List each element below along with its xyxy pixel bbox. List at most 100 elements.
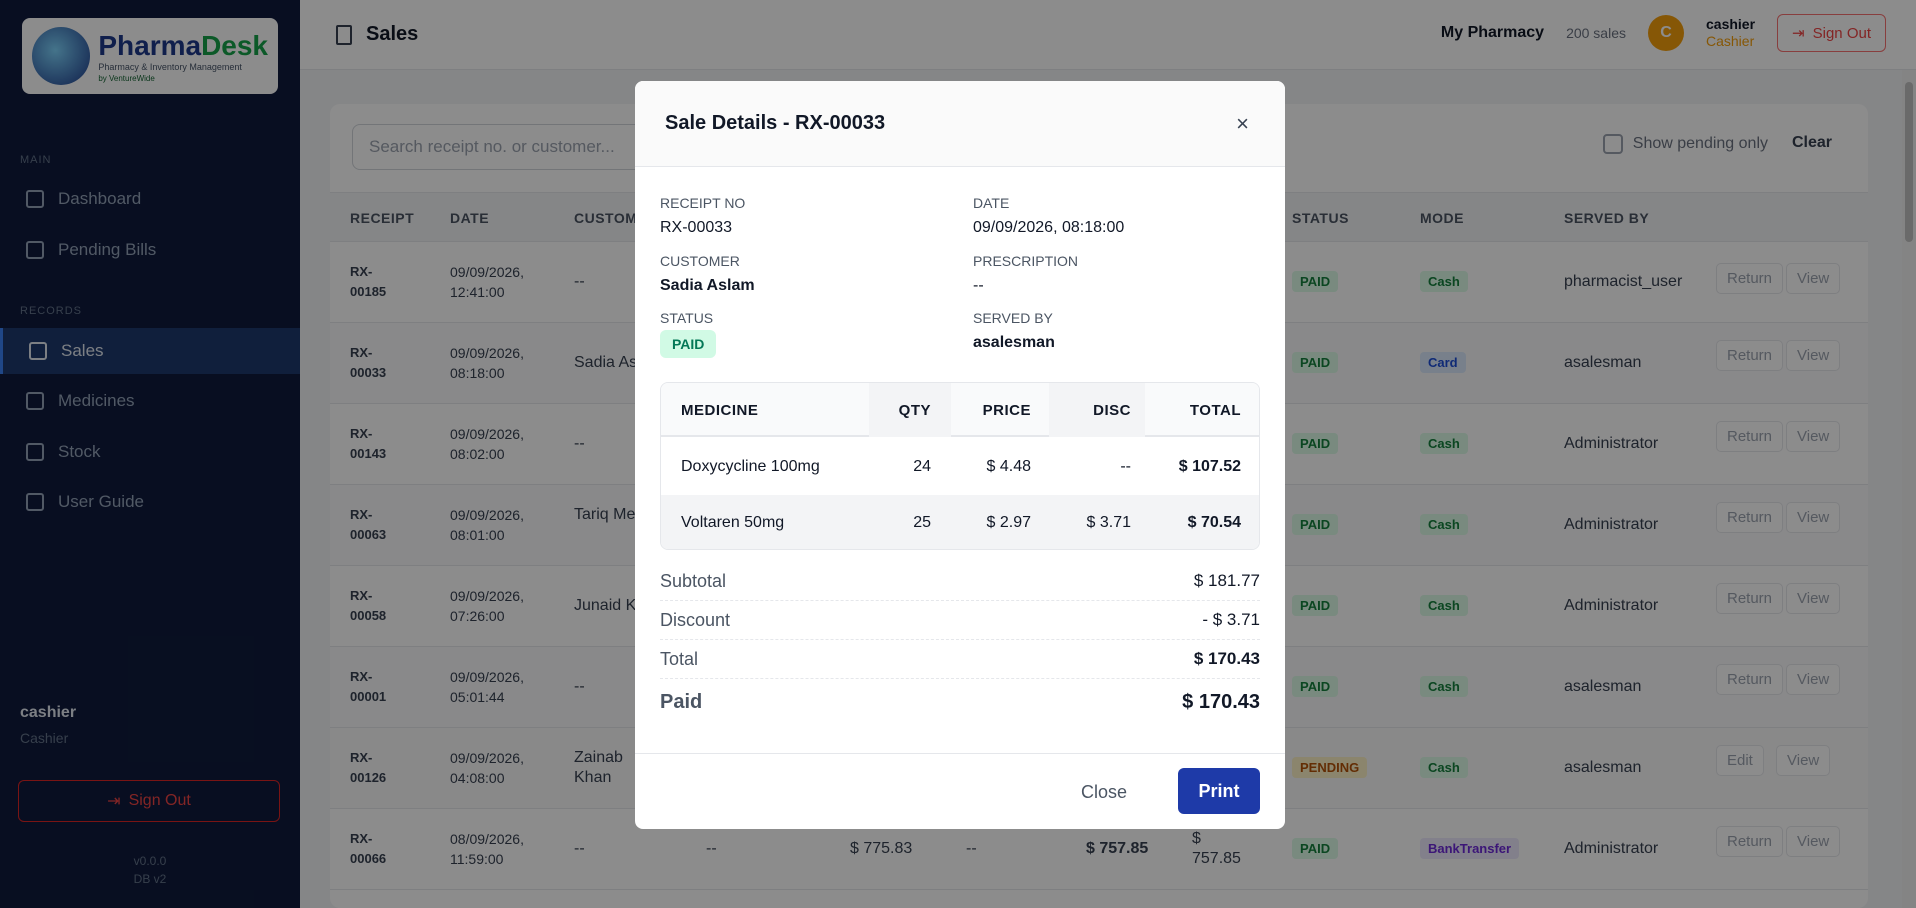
sidebar-item-label: Medicines bbox=[58, 391, 135, 410]
col-date[interactable]: DATE bbox=[450, 210, 490, 226]
return-button[interactable]: Return bbox=[1716, 340, 1784, 371]
receipt-cell: RX- 00143 bbox=[350, 426, 387, 461]
receipt-cell: RX- 00063 bbox=[350, 507, 387, 542]
col-disc: DISC bbox=[1093, 402, 1131, 419]
sale-details-modal: Sale Details - RX-00033 × RECEIPT NO RX-… bbox=[635, 81, 1285, 829]
return-button[interactable]: Return bbox=[1716, 263, 1784, 294]
customer-cell: Zainab Khan bbox=[574, 749, 623, 786]
receipt-cell: RX- 00033 bbox=[350, 345, 387, 380]
customer-cell: Junaid K bbox=[574, 597, 637, 614]
table-row[interactable]: RX- 00066 08/09/2026, 11:59:00 -- -- $ 775… bbox=[330, 809, 1868, 890]
subtotal-row: Subtotal $ 181.77 bbox=[660, 563, 1260, 601]
total-cell: $ 757.85 bbox=[1086, 840, 1149, 857]
status-badge: PENDING bbox=[1292, 757, 1368, 778]
view-button[interactable]: View bbox=[1786, 583, 1841, 614]
return-button[interactable]: Return bbox=[1716, 421, 1784, 452]
sale-items-table: MEDICINE QTY PRICE DISC TOTAL Doxycyclin… bbox=[660, 382, 1260, 550]
item-medicine: Doxycycline 100mg bbox=[681, 458, 820, 475]
served-by-cell: Administrator bbox=[1564, 840, 1659, 857]
date-label: DATE bbox=[973, 195, 1010, 211]
return-button[interactable]: Return bbox=[1716, 664, 1784, 695]
logo-name-a: Pharma bbox=[98, 29, 202, 61]
topbar-user-role: Cashier bbox=[1706, 33, 1755, 49]
status-badge: PAID bbox=[1292, 514, 1339, 535]
item-qty: 24 bbox=[913, 458, 931, 475]
item-medicine: Voltaren 50mg bbox=[681, 514, 785, 531]
app-version: v0.0.0 DB v2 bbox=[0, 852, 300, 888]
total-value: $ 170.43 bbox=[1193, 649, 1260, 668]
db-version-text: DB v2 bbox=[133, 872, 167, 886]
sidebar-item-user-guide[interactable]: User Guide bbox=[0, 479, 300, 525]
subtotal-label: Subtotal bbox=[660, 571, 727, 591]
prescription-value: -- bbox=[973, 277, 984, 294]
date-cell: 09/09/2026, 08:18:00 bbox=[450, 345, 524, 381]
clear-button[interactable]: Clear bbox=[1791, 134, 1832, 151]
paid-cell: $ 757.85 bbox=[1192, 830, 1241, 867]
discount-value: - $ 3.71 bbox=[1202, 610, 1260, 629]
view-button[interactable]: View bbox=[1776, 745, 1831, 776]
sidebar-item-dashboard[interactable]: Dashboard bbox=[0, 176, 300, 222]
view-button[interactable]: View bbox=[1786, 263, 1841, 294]
sidebar-item-stock[interactable]: Stock bbox=[0, 429, 300, 475]
date-value: 09/09/2026, 08:18:00 bbox=[973, 219, 1125, 236]
return-button[interactable]: Return bbox=[1716, 826, 1784, 857]
view-button[interactable]: View bbox=[1786, 502, 1841, 533]
modal-header: Sale Details - RX-00033 bbox=[635, 81, 1285, 167]
edit-button[interactable]: Edit bbox=[1716, 745, 1764, 776]
paid-row: Paid $ 170.43 bbox=[660, 685, 1260, 725]
close-button[interactable]: Close bbox=[1080, 781, 1127, 802]
date-cell: 09/09/2026, 08:02:00 bbox=[450, 426, 524, 462]
view-button[interactable]: View bbox=[1786, 340, 1841, 371]
col-mode[interactable]: MODE bbox=[1420, 210, 1464, 226]
paid-value: $ 170.43 bbox=[1182, 691, 1260, 713]
app-logo[interactable]: PharmaDesk Pharmacy & Inventory Manageme… bbox=[22, 18, 278, 94]
avatar[interactable]: C bbox=[1648, 15, 1684, 51]
print-button[interactable]: Print bbox=[1178, 768, 1260, 814]
return-button[interactable]: Return bbox=[1716, 583, 1784, 614]
sidebar-signout-button[interactable]: ⇥ Sign Out bbox=[18, 780, 280, 822]
item-row: Doxycycline 100mg 24 $ 4.48 -- $ 107.52 bbox=[661, 439, 1259, 495]
customer-cell: Sadia As bbox=[574, 354, 638, 371]
served-by-cell: Administrator bbox=[1564, 435, 1659, 452]
col-receipt[interactable]: RECEIPT bbox=[350, 210, 415, 226]
topbar: Sales My Pharmacy 200 sales C cashier Ca… bbox=[300, 0, 1916, 70]
topbar-signout-button[interactable]: ⇥ Sign Out bbox=[1777, 14, 1886, 52]
sidebar: PharmaDesk Pharmacy & Inventory Manageme… bbox=[0, 0, 300, 908]
mode-badge: Card bbox=[1420, 352, 1466, 373]
checkbox[interactable] bbox=[1602, 134, 1623, 154]
view-button[interactable]: View bbox=[1786, 664, 1841, 695]
return-button[interactable]: Return bbox=[1716, 502, 1784, 533]
col-served-by[interactable]: SERVED BY bbox=[1564, 210, 1650, 226]
status-badge: PAID bbox=[1292, 676, 1339, 697]
logo-name-b: Desk bbox=[201, 29, 268, 61]
page-scrollbar[interactable] bbox=[1902, 70, 1916, 908]
view-button[interactable]: View bbox=[1786, 826, 1841, 857]
discount-label: Discount bbox=[660, 610, 731, 630]
sidebar-signout-label: Sign Out bbox=[128, 792, 191, 809]
subtotal-cell: $ 775.83 bbox=[850, 840, 913, 857]
receipt-no-value: RX-00033 bbox=[660, 219, 733, 236]
date-cell: 08/09/2026, 11:59:00 bbox=[450, 831, 524, 867]
status-badge: PAID bbox=[1292, 838, 1339, 859]
col-price: PRICE bbox=[982, 402, 1031, 419]
col-medicine: MEDICINE bbox=[681, 402, 759, 419]
view-button[interactable]: View bbox=[1786, 421, 1841, 452]
receipt-cell: RX- 00185 bbox=[350, 264, 387, 299]
modal-title: Sale Details - RX-00033 bbox=[665, 112, 886, 134]
sidebar-item-pending-bills[interactable]: Pending Bills bbox=[0, 227, 300, 273]
served-by-cell: asalesman bbox=[1564, 354, 1642, 371]
col-status[interactable]: STATUS bbox=[1292, 210, 1349, 226]
served-by-cell: asalesman bbox=[1564, 759, 1642, 776]
sidebar-item-sales[interactable]: Sales bbox=[0, 328, 300, 374]
sidebar-item-medicines[interactable]: Medicines bbox=[0, 378, 300, 424]
pharmacy-name: My Pharmacy bbox=[1440, 24, 1545, 41]
scrollbar-thumb[interactable] bbox=[1905, 82, 1913, 242]
pending-only-toggle[interactable]: Show pending only bbox=[1602, 134, 1768, 154]
status-badge: PAID bbox=[660, 330, 717, 358]
date-cell: 09/09/2026, 07:26:00 bbox=[450, 588, 524, 624]
close-icon[interactable]: × bbox=[1236, 111, 1249, 136]
served-by-cell: pharmacist_user bbox=[1564, 273, 1683, 290]
subtotal-value: $ 181.77 bbox=[1193, 571, 1260, 590]
sidebar-item-label: Dashboard bbox=[58, 189, 142, 208]
served-by-label: SERVED BY bbox=[973, 310, 1053, 326]
